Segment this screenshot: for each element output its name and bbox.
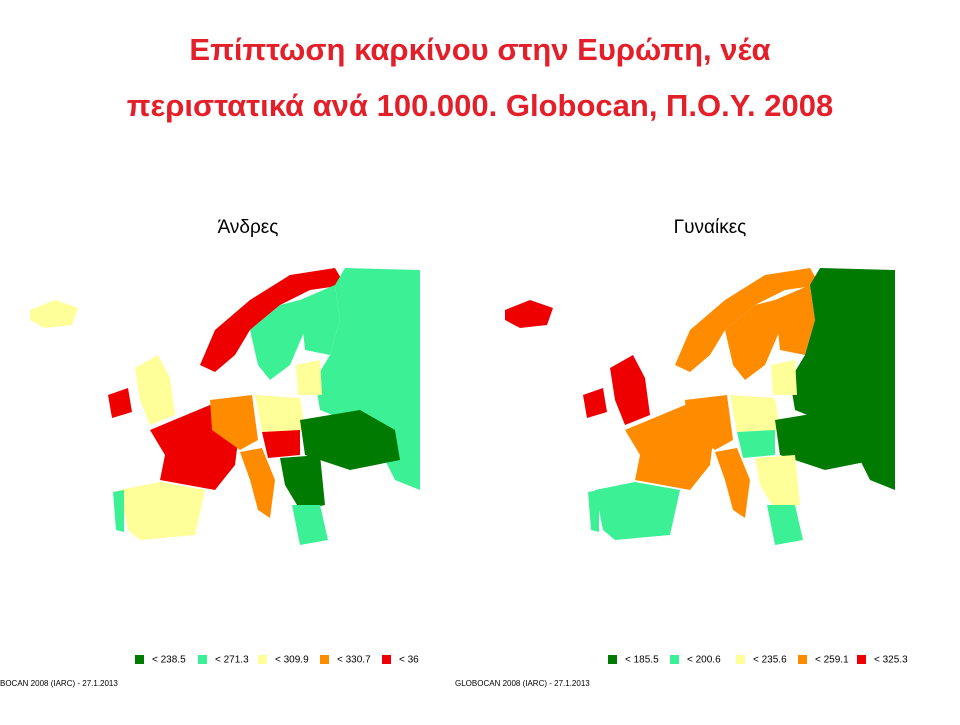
legend-label: < 309.9: [275, 655, 309, 666]
map-label: Γυναίκες: [674, 217, 747, 238]
country: [755, 455, 800, 510]
map: [505, 268, 895, 545]
country: [583, 388, 607, 418]
legend-label: < 238.5: [152, 655, 186, 666]
country: [280, 455, 325, 510]
country: [30, 300, 78, 328]
map: [30, 268, 420, 545]
country: [108, 388, 132, 418]
legends: < 238.5 < 271.3 < 309.9 < 330.7 < 36 BOCAN 20…: [0, 655, 908, 688]
legend-swatch: [198, 655, 207, 664]
country: [240, 448, 275, 518]
title-line: περιστατικά ανά 100.000. Globocan, Π.Ο.Υ…: [127, 88, 833, 123]
legend-swatch: [320, 655, 329, 664]
country: [715, 448, 750, 518]
legend-label: < 36: [399, 655, 419, 666]
country: [610, 355, 650, 425]
country: [595, 482, 680, 540]
country: [775, 285, 815, 355]
country: [767, 505, 803, 545]
legend-swatch: [736, 655, 745, 664]
legend-label: < 330.7: [337, 655, 371, 666]
country: [210, 395, 258, 450]
country: [685, 395, 733, 450]
legend-label: < 271.3: [215, 655, 249, 666]
title-line: Επίπτωση καρκίνου στην Ευρώπη, νέα: [189, 32, 770, 67]
legend-label: < 325.3: [874, 655, 908, 666]
legend-label: < 235.6: [753, 655, 787, 666]
country: [730, 395, 780, 432]
country: [588, 490, 599, 532]
country: [505, 300, 553, 328]
legend-swatch: [382, 655, 391, 664]
country: [300, 285, 340, 355]
country: [120, 482, 205, 540]
legend-swatch: [258, 655, 267, 664]
country: [292, 505, 328, 545]
legend-swatch: [135, 655, 144, 664]
country: [775, 410, 875, 470]
country: [255, 395, 305, 432]
legend-label: < 259.1: [815, 655, 849, 666]
country: [300, 410, 400, 470]
maps: [30, 268, 895, 545]
source: GLOBOCAN 2008 (IARC) - 27.1.2013: [455, 679, 590, 688]
country: [771, 360, 797, 395]
legend-label: < 185.5: [625, 655, 659, 666]
country: [675, 268, 820, 372]
legend-label: < 200.6: [687, 655, 721, 666]
country: [296, 360, 322, 395]
country: [737, 430, 775, 458]
legend-swatch: [670, 655, 679, 664]
source: BOCAN 2008 (IARC) - 27.1.2013: [0, 679, 118, 688]
country: [262, 430, 300, 458]
legend-swatch: [798, 655, 807, 664]
country: [725, 300, 780, 380]
legend-swatch: [857, 655, 866, 664]
map-label: Άνδρες: [218, 217, 279, 238]
country: [200, 268, 345, 372]
country: [250, 300, 305, 380]
country: [113, 490, 124, 532]
legend-swatch: [608, 655, 617, 664]
country: [135, 355, 175, 425]
